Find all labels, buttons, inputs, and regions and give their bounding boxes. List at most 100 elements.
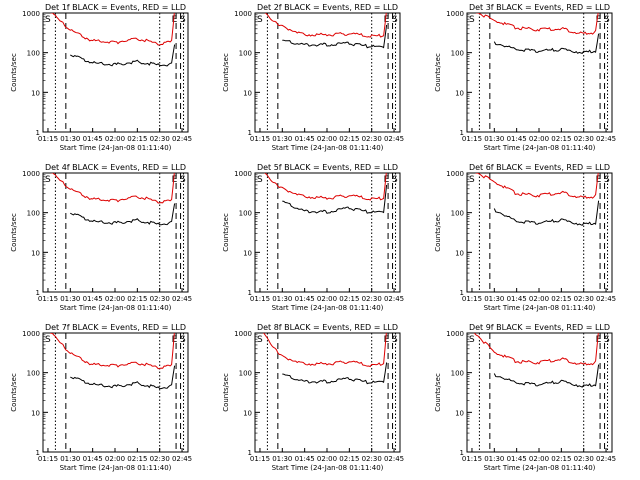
- x-tick-label: 02:00: [317, 455, 337, 463]
- marker-e: E: [172, 15, 178, 25]
- x-tick-label: 02:30: [574, 295, 594, 303]
- y-tick-label: 100: [451, 50, 464, 58]
- x-tick-label: 01:30: [484, 455, 504, 463]
- y-tick-label: 10: [455, 409, 464, 417]
- series-lld-line: [262, 333, 387, 368]
- x-tick-label: 01:30: [60, 295, 80, 303]
- y-tick-label: 1: [248, 289, 252, 297]
- plot-frame: [254, 12, 401, 133]
- y-tick-label: 100: [239, 210, 252, 218]
- y-tick-label: 1: [36, 129, 40, 137]
- x-tick-label: 02:30: [150, 455, 170, 463]
- x-tick-label: 01:30: [272, 295, 292, 303]
- chart-panel-8: Det 8f BLACK = Events, RED = LLD 1 10 100 10…: [222, 323, 404, 472]
- x-tick-label: 01:15: [38, 135, 58, 143]
- x-tick-label: 02:15: [551, 135, 571, 143]
- x-tick-label: 02:30: [362, 455, 382, 463]
- x-tick-label: 02:45: [172, 455, 192, 463]
- y-tick-label: 10: [31, 89, 40, 97]
- plot-frame: [42, 172, 189, 293]
- x-tick-label: 02:30: [362, 135, 382, 143]
- series-events-line: [493, 200, 600, 226]
- chart-panel-7: Det 7f BLACK = Events, RED = LLD 1 10 100 10…: [10, 323, 192, 472]
- y-tick-label: 1: [248, 129, 252, 137]
- x-tick-label: 02:15: [551, 455, 571, 463]
- x-axis-label: Start Time (24-Jan-08 01:11:40): [60, 144, 172, 152]
- y-tick-label: 1000: [446, 330, 464, 338]
- marker-s-start: S: [257, 175, 263, 185]
- x-tick-label: 02:30: [362, 295, 382, 303]
- series-lld-line: [264, 13, 387, 38]
- y-tick-label: 100: [27, 370, 40, 378]
- x-tick-label: 01:45: [507, 135, 527, 143]
- y-tick-label: 10: [31, 249, 40, 257]
- x-tick-label: 01:45: [83, 295, 103, 303]
- series-lld-line: [49, 333, 175, 370]
- x-tick-label: 02:15: [551, 295, 571, 303]
- chart-title: Det 3f BLACK = Events, RED = LLD: [469, 3, 610, 12]
- chart-panel-3: Det 3f BLACK = Events, RED = LLD 1 10 100 10…: [434, 3, 616, 152]
- marker-s-start: S: [45, 175, 51, 185]
- marker-s-end: S: [604, 15, 610, 25]
- series-events-line: [282, 362, 388, 385]
- y-tick-label: 10: [31, 409, 40, 417]
- chart-panel-4: Det 4f BLACK = Events, RED = LLD 1 10 100 10…: [10, 163, 192, 312]
- plot-frame: [466, 332, 613, 453]
- y-tick-label: 1000: [234, 170, 252, 178]
- marker-s-start: S: [257, 15, 263, 25]
- marker-s-start: S: [257, 335, 263, 345]
- plot-frame: [254, 172, 401, 293]
- marker-s-end: S: [180, 335, 186, 345]
- y-tick-label: 1: [460, 449, 464, 457]
- y-tick-label: 1000: [446, 10, 464, 18]
- x-tick-label: 02:15: [127, 295, 147, 303]
- plot-frame: [466, 172, 613, 293]
- x-tick-label: 02:00: [317, 135, 337, 143]
- x-tick-label: 01:15: [462, 455, 482, 463]
- y-tick-label: 1000: [234, 330, 252, 338]
- x-tick-label: 02:00: [105, 295, 125, 303]
- x-tick-label: 01:15: [250, 455, 270, 463]
- x-tick-label: 02:45: [596, 135, 616, 143]
- marker-s-start: S: [469, 335, 475, 345]
- x-tick-label: 02:45: [384, 455, 404, 463]
- series-lld-line: [264, 173, 387, 201]
- y-tick-label: 100: [451, 210, 464, 218]
- y-tick-label: 1000: [234, 10, 252, 18]
- x-tick-label: 02:45: [596, 295, 616, 303]
- y-tick-label: 1000: [22, 10, 40, 18]
- series-events-line: [70, 203, 176, 226]
- y-tick-label: 10: [243, 89, 252, 97]
- x-tick-label: 02:15: [339, 455, 359, 463]
- x-tick-label: 01:30: [272, 455, 292, 463]
- chart-title: Det 2f BLACK = Events, RED = LLD: [257, 3, 398, 12]
- series-events-line: [282, 24, 388, 49]
- marker-e: E: [172, 335, 178, 345]
- marker-e: E: [596, 15, 602, 25]
- chart-title: Det 6f BLACK = Events, RED = LLD: [469, 163, 610, 172]
- y-axis-label: Counts/sec: [222, 373, 230, 412]
- x-axis-label: Start Time (24-Jan-08 01:11:40): [272, 464, 384, 472]
- marker-s-start: S: [45, 15, 51, 25]
- y-tick-label: 100: [451, 370, 464, 378]
- series-lld-line: [50, 173, 175, 204]
- x-tick-label: 01:15: [250, 135, 270, 143]
- x-tick-label: 02:30: [150, 295, 170, 303]
- y-tick-label: 1000: [446, 170, 464, 178]
- y-axis-label: Counts/sec: [10, 213, 18, 252]
- y-tick-label: 1000: [22, 170, 40, 178]
- chart-title: Det 8f BLACK = Events, RED = LLD: [257, 323, 398, 332]
- y-tick-label: 100: [27, 210, 40, 218]
- chart-panel-9: Det 9f BLACK = Events, RED = LLD 1 10 100 10…: [434, 323, 616, 472]
- marker-s-end: S: [604, 335, 610, 345]
- marker-s-end: S: [392, 175, 398, 185]
- chart-title: Det 5f BLACK = Events, RED = LLD: [257, 163, 398, 172]
- y-tick-label: 1: [460, 289, 464, 297]
- y-tick-label: 100: [239, 50, 252, 58]
- x-axis-label: Start Time (24-Jan-08 01:11:40): [60, 304, 172, 312]
- marker-s-end: S: [392, 15, 398, 25]
- x-axis-label: Start Time (24-Jan-08 01:11:40): [484, 304, 596, 312]
- x-tick-label: 02:30: [150, 135, 170, 143]
- y-tick-label: 10: [455, 89, 464, 97]
- x-tick-label: 02:00: [529, 295, 549, 303]
